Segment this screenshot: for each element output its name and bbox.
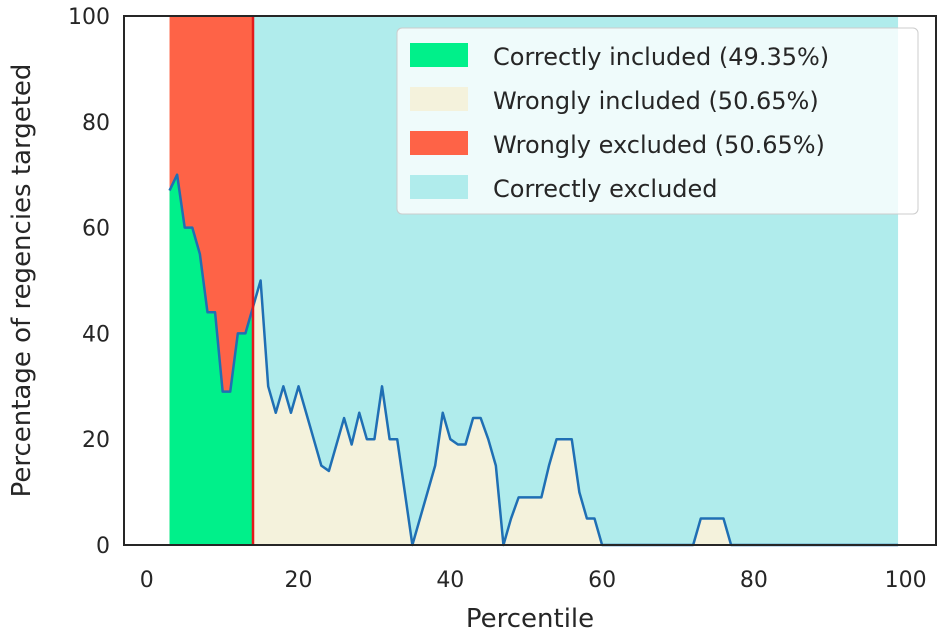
legend-label: Wrongly included (50.65%) — [493, 87, 819, 115]
area-correctly-included — [169, 174, 254, 545]
area-wrongly-included — [253, 280, 899, 545]
y-axis-label: Percentage of regencies targeted — [7, 64, 37, 498]
y-tick-label: 40 — [82, 322, 110, 347]
x-tick-label: 0 — [140, 568, 154, 593]
legend-label: Wrongly excluded (50.65%) — [493, 131, 825, 159]
x-tick-label: 100 — [885, 568, 927, 593]
legend-box — [396, 27, 919, 215]
y-tick-label: 20 — [82, 428, 110, 453]
x-tick-label: 40 — [436, 568, 464, 593]
legend-swatch — [410, 131, 468, 155]
y-tick-label: 80 — [82, 111, 110, 136]
y-tick-label: 0 — [96, 534, 110, 559]
x-tick-label: 60 — [588, 568, 616, 593]
legend-label: Correctly included (49.35%) — [493, 43, 829, 71]
plot-frame — [123, 15, 937, 546]
legend-swatch — [410, 175, 468, 199]
x-tick-label: 20 — [285, 568, 313, 593]
legend-swatch — [410, 43, 468, 67]
legend-swatch — [410, 87, 468, 111]
legend-label: Correctly excluded — [493, 175, 718, 203]
x-axis-label: Percentile — [466, 604, 594, 634]
x-tick-label: 80 — [740, 568, 768, 593]
y-tick-label: 60 — [82, 217, 110, 242]
y-tick-label: 100 — [68, 5, 110, 30]
y-axis-ticks: 0 20 40 60 80 100 — [68, 5, 110, 559]
legend: Correctly included (49.35%) Wrongly inclu… — [396, 27, 919, 215]
x-axis-ticks: 0 20 40 60 80 100 — [140, 568, 927, 593]
